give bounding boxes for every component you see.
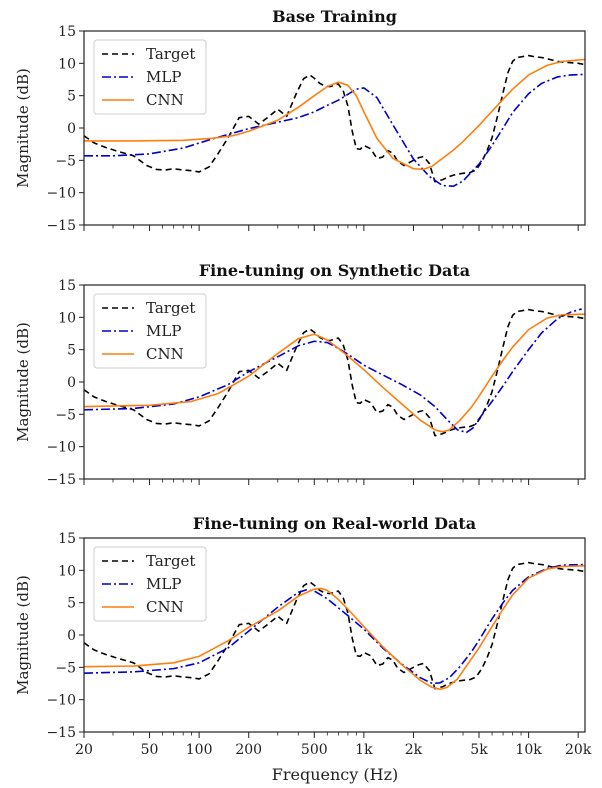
x-tick-label: 2k: [405, 742, 423, 758]
x-tick-label: 5k: [470, 742, 488, 758]
x-tick-label: 1k: [355, 742, 373, 758]
chart-title: Base Training: [272, 7, 397, 26]
legend-label-cnn: CNN: [146, 91, 184, 109]
legend: Target MLP CNN: [93, 546, 207, 622]
y-axis-label: Magnitude (dB): [14, 575, 32, 695]
x-tick-label: 500: [301, 742, 328, 758]
y-tick-label: −10: [46, 186, 76, 202]
legend-label-target: Target: [146, 552, 195, 570]
x-tick-label: 50: [141, 742, 159, 758]
y-tick-label: −5: [55, 407, 76, 423]
y-tick-label: 10: [58, 310, 76, 326]
legend-box: [93, 293, 207, 369]
legend-label-mlp: MLP: [146, 68, 181, 86]
y-tick-label: 5: [67, 596, 76, 612]
series-line-target: [84, 561, 585, 690]
series-line-cnn: [84, 313, 585, 433]
y-tick-label: 0: [67, 628, 76, 644]
legend-label-mlp: MLP: [146, 322, 181, 340]
series-line-target: [84, 308, 585, 437]
series-line-cnn: [84, 58, 585, 171]
y-tick-label: −5: [55, 660, 76, 676]
series-line-mlp: [84, 308, 582, 434]
legend-box: [93, 546, 207, 622]
chart-panel-1: Base Training Magnitude (dB) −15 −10 −5 0 5 10 1…: [14, 7, 586, 234]
y-tick-label: 0: [67, 121, 76, 137]
y-tick-label: 10: [58, 56, 76, 72]
y-tick-label: −10: [46, 693, 76, 709]
y-tick-label: 10: [58, 563, 76, 579]
series-line-target: [84, 54, 585, 183]
y-tick-label: 0: [67, 375, 76, 391]
x-tick-label: 10k: [515, 742, 542, 758]
chart-panel-2: Fine-tuning on Synthetic Data Magnitude (…: [14, 261, 586, 488]
y-tick-label: −15: [46, 218, 76, 234]
series-group: [84, 54, 585, 187]
y-tick-label: 15: [58, 531, 76, 547]
series-line-cnn: [84, 565, 585, 691]
chart-title: Fine-tuning on Real-world Data: [193, 514, 476, 533]
y-tick-label: −15: [46, 725, 76, 741]
x-tick-label: 100: [186, 742, 213, 758]
legend-label-cnn: CNN: [146, 598, 184, 616]
y-tick-label: 5: [67, 89, 76, 105]
legend-label-target: Target: [146, 45, 195, 63]
legend-label-cnn: CNN: [146, 345, 184, 363]
x-tick-label: 20: [75, 742, 93, 758]
panels: Base Training Magnitude (dB) −15 −10 −5 0 5 10 1…: [14, 7, 592, 758]
y-tick-label: −10: [46, 440, 76, 456]
series-line-mlp: [84, 563, 585, 685]
legend-label-mlp: MLP: [146, 575, 181, 593]
y-tick-label: 15: [58, 24, 76, 40]
y-tick-label: −5: [55, 153, 76, 169]
chart-title: Fine-tuning on Synthetic Data: [199, 261, 470, 280]
x-tick-label: 200: [235, 742, 262, 758]
series-group: [84, 308, 585, 437]
x-axis-label: Frequency (Hz): [272, 765, 399, 784]
y-tick-label: −15: [46, 472, 76, 488]
legend-box: [93, 39, 207, 115]
legend-label-target: Target: [146, 299, 195, 317]
legend: Target MLP CNN: [93, 39, 207, 115]
y-tick-label: 5: [67, 343, 76, 359]
legend: Target MLP CNN: [93, 293, 207, 369]
y-tick-label: 15: [58, 278, 76, 294]
series-group: [84, 561, 585, 691]
x-tick-label: 20k: [565, 742, 592, 758]
y-axis-label: Magnitude (dB): [14, 322, 32, 442]
chart-panel-3: Fine-tuning on Real-world Data Magnitude …: [14, 514, 592, 758]
y-axis-label: Magnitude (dB): [14, 68, 32, 188]
